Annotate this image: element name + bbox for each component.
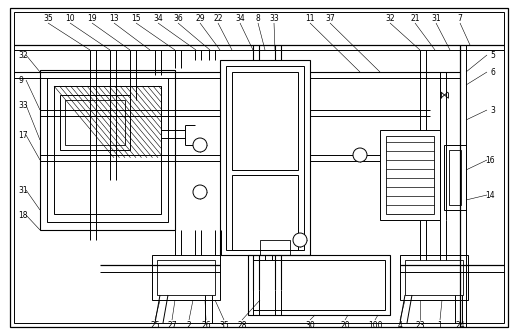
Text: 100: 100 (368, 321, 382, 330)
Text: 8: 8 (255, 13, 261, 22)
Text: 19: 19 (87, 13, 97, 22)
Text: 32: 32 (385, 13, 395, 22)
Bar (226, 66, 304, 250)
Circle shape (353, 148, 367, 162)
Text: 10: 10 (65, 13, 75, 22)
Text: 28: 28 (237, 321, 247, 330)
Text: 16: 16 (485, 155, 495, 164)
Text: 25: 25 (150, 321, 160, 330)
Bar (449, 150, 461, 205)
Bar (47, 78, 168, 222)
Text: 31: 31 (431, 13, 441, 22)
Text: 31: 31 (18, 186, 27, 195)
Text: 15: 15 (131, 13, 141, 22)
Text: 13: 13 (109, 13, 119, 22)
Text: 7: 7 (457, 13, 463, 22)
Bar (380, 130, 440, 220)
Circle shape (193, 185, 207, 199)
Bar (152, 255, 220, 300)
Circle shape (193, 138, 207, 152)
Text: 36: 36 (173, 13, 183, 22)
Text: 6: 6 (490, 67, 495, 76)
Text: 23: 23 (415, 321, 425, 330)
Text: 21: 21 (410, 13, 420, 22)
Circle shape (293, 233, 307, 247)
Bar (405, 260, 463, 295)
Bar (253, 260, 385, 310)
Text: 34: 34 (153, 13, 163, 22)
Text: 37: 37 (325, 13, 335, 22)
Bar (157, 260, 215, 295)
Bar (232, 175, 298, 250)
Text: 30: 30 (305, 321, 315, 330)
Text: 26: 26 (201, 321, 211, 330)
Bar (54, 86, 161, 214)
Bar (386, 136, 434, 214)
Text: 2: 2 (186, 321, 191, 330)
Text: 27: 27 (167, 321, 177, 330)
Text: 32: 32 (18, 51, 27, 60)
Text: 24: 24 (455, 321, 465, 330)
Bar (220, 60, 310, 255)
Text: 5: 5 (490, 51, 495, 60)
Bar (65, 100, 125, 145)
Text: 4: 4 (397, 321, 402, 330)
Text: 33: 33 (18, 100, 28, 110)
Bar (260, 240, 290, 255)
Bar (248, 255, 390, 315)
Text: 35: 35 (43, 13, 53, 22)
Text: 14: 14 (485, 191, 495, 200)
Text: 35: 35 (219, 321, 229, 330)
Bar (40, 70, 175, 230)
Bar (232, 72, 298, 170)
Text: 11: 11 (305, 13, 315, 22)
Bar (400, 255, 468, 300)
Text: 3: 3 (490, 106, 495, 115)
Text: 22: 22 (213, 13, 223, 22)
Bar (60, 95, 130, 150)
Text: 20: 20 (340, 321, 350, 330)
Text: 17: 17 (18, 131, 27, 139)
Text: 34: 34 (235, 13, 245, 22)
Text: 1: 1 (438, 321, 442, 330)
Text: 9: 9 (18, 75, 23, 84)
Text: 33: 33 (269, 13, 279, 22)
Text: 18: 18 (18, 210, 27, 219)
Text: 29: 29 (195, 13, 205, 22)
Bar (444, 145, 466, 210)
